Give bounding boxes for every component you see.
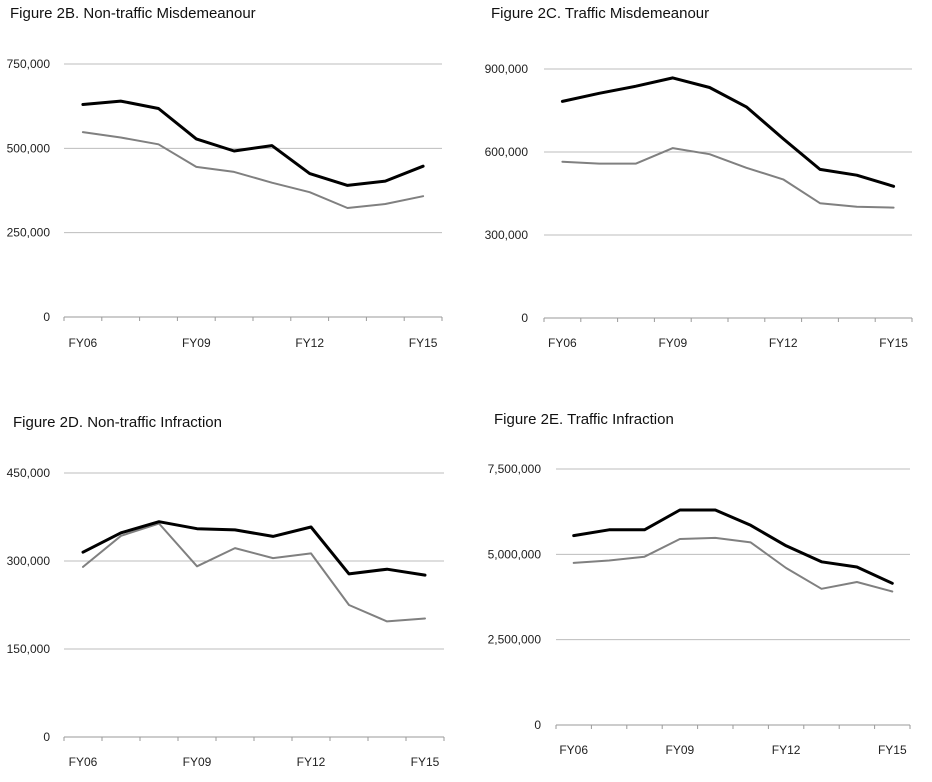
- chart-title: Figure 2C. Traffic Misdemeanour: [491, 5, 709, 22]
- chart-title: Figure 2E. Traffic Infraction: [494, 411, 674, 428]
- chart-panel-non-traffic-infraction: Figure 2D. Non-traffic Infraction 450,000…: [0, 391, 466, 782]
- series-line-1: [561, 147, 895, 209]
- x-tick-label: FY09: [183, 755, 212, 769]
- x-tick-label: FY09: [666, 743, 695, 757]
- x-tick-label: FY09: [182, 336, 211, 350]
- y-tick-label: 7,500,000: [488, 462, 542, 476]
- y-tick-label: 0: [534, 718, 541, 732]
- y-tick-label: 0: [43, 730, 50, 744]
- chart-title: Figure 2B. Non-traffic Misdemeanour: [10, 5, 256, 22]
- y-tick-label: 300,000: [7, 554, 51, 568]
- x-tick-label: FY15: [409, 336, 438, 350]
- y-tick-label: 2,500,000: [488, 633, 542, 647]
- chart-panel-traffic-misdemeanour: Figure 2C. Traffic Misdemeanour 900,000 60…: [466, 0, 932, 391]
- x-tick-label: FY15: [878, 743, 907, 757]
- series-line-1: [82, 522, 426, 623]
- y-tick-label: 5,000,000: [488, 547, 542, 561]
- y-tick-label: 300,000: [485, 228, 529, 242]
- y-tick-label: 150,000: [7, 642, 51, 656]
- chart-svg: Figure 2C. Traffic Misdemeanour 900,000 60…: [485, 5, 913, 350]
- chart-svg: Figure 2B. Non-traffic Misdemeanour 750,0…: [7, 5, 443, 350]
- series-line-0: [81, 99, 425, 187]
- series-line-0: [560, 76, 896, 188]
- series-line-0: [81, 520, 427, 577]
- x-tick-label: FY06: [548, 336, 577, 350]
- chart-svg: Figure 2D. Non-traffic Infraction 450,000…: [7, 414, 445, 769]
- x-tick-label: FY12: [772, 743, 801, 757]
- x-tick-label: FY12: [295, 336, 324, 350]
- x-tick-label: FY09: [658, 336, 687, 350]
- y-tick-label: 450,000: [7, 466, 51, 480]
- y-tick-label: 600,000: [485, 145, 529, 159]
- x-tick-label: FY06: [69, 336, 98, 350]
- series-line-1: [572, 536, 894, 593]
- x-tick-label: FY12: [297, 755, 326, 769]
- x-tick-label: FY15: [411, 755, 440, 769]
- series-line-1: [81, 131, 425, 209]
- series-line-0: [572, 508, 894, 585]
- x-tick-label: FY06: [69, 755, 98, 769]
- y-tick-label: 900,000: [485, 62, 529, 76]
- y-tick-label: 250,000: [7, 226, 51, 240]
- y-tick-label: 750,000: [7, 57, 51, 71]
- x-tick-label: FY15: [879, 336, 908, 350]
- y-tick-label: 500,000: [7, 141, 51, 155]
- x-tick-label: FY12: [769, 336, 798, 350]
- x-tick-label: FY06: [559, 743, 588, 757]
- chart-panel-traffic-infraction: Figure 2E. Traffic Infraction 7,500,000 5,…: [466, 391, 932, 782]
- chart-svg: Figure 2E. Traffic Infraction 7,500,000 5,…: [488, 411, 911, 757]
- y-tick-label: 0: [521, 311, 528, 325]
- y-tick-label: 0: [43, 310, 50, 324]
- chart-panel-non-traffic-misdemeanour: Figure 2B. Non-traffic Misdemeanour 750,0…: [0, 0, 466, 391]
- chart-title: Figure 2D. Non-traffic Infraction: [13, 414, 222, 431]
